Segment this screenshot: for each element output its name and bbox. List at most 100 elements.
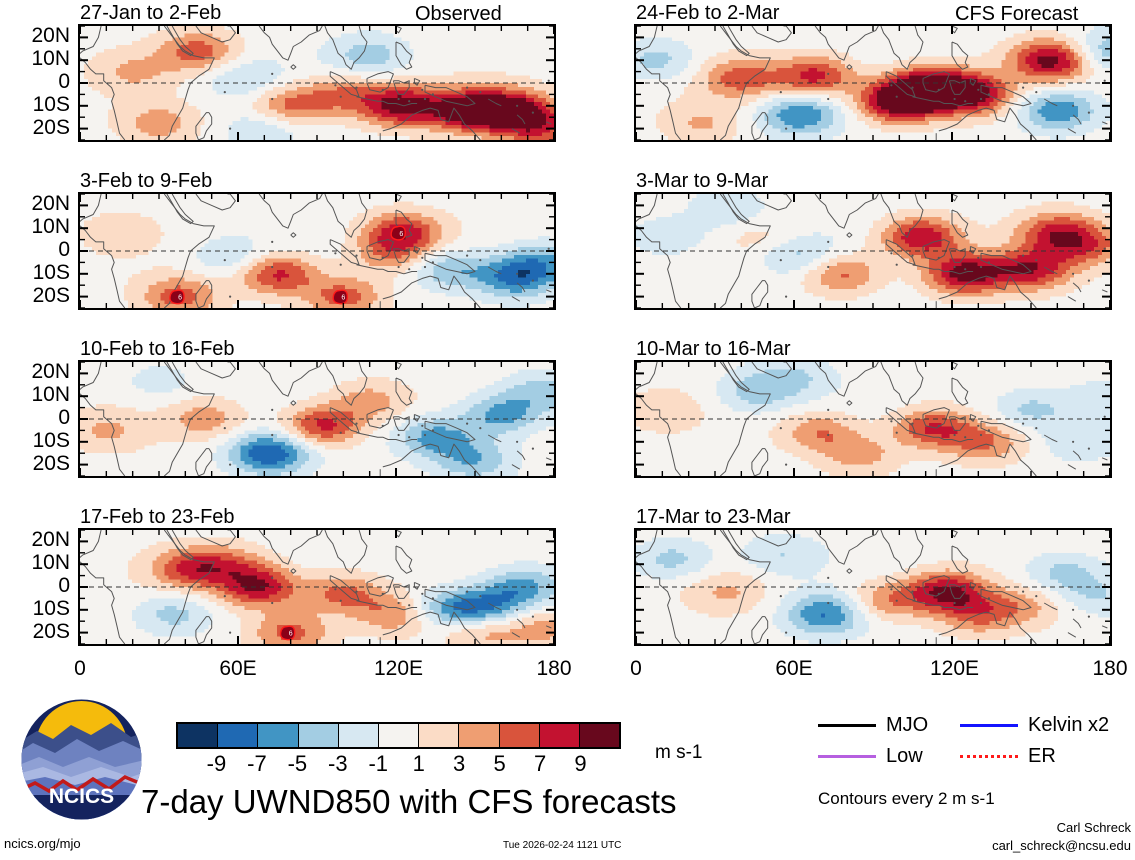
legend-entry-kelvin-x2: Kelvin x2 <box>960 714 1109 737</box>
column-label-observed: Observed <box>415 4 502 24</box>
er-wave-contours: 6 <box>279 625 296 641</box>
anomaly-shading <box>636 26 1110 140</box>
axis-ticks <box>636 530 1110 644</box>
coastlines <box>80 530 552 644</box>
y-ticklabel-10n: 10N <box>0 552 70 573</box>
colorbar-swatch-2 <box>258 724 299 747</box>
y-ticklabel-20s: 20S <box>0 117 70 138</box>
map-panel-obs-w3[interactable] <box>78 360 556 478</box>
main-title: 7-day UWND850 with CFS forecasts <box>141 783 677 821</box>
y-ticklabel-20n: 20N <box>0 193 70 214</box>
x-ticklabel-120e: 120E <box>374 658 423 679</box>
colorbar-swatch-5 <box>378 724 420 747</box>
y-ticklabel-10s: 10S <box>0 262 70 283</box>
author-email[interactable]: carl_schreck@ncsu.edu <box>992 837 1131 855</box>
x-ticklabel-180: 180 <box>532 658 576 679</box>
axis-ticks <box>80 530 554 644</box>
column-label-forecast: CFS Forecast <box>955 4 1078 24</box>
axis-ticks <box>636 194 1110 308</box>
author-name: Carl Schreck <box>992 819 1131 837</box>
anomaly-shading <box>636 194 1110 308</box>
footer-url[interactable]: ncics.org/mjo <box>4 836 81 851</box>
colorbar-ticklabel-2: -5 <box>275 753 319 775</box>
y-ticklabel-0: 0 <box>0 71 70 92</box>
map-panel-fcs-w1[interactable] <box>634 24 1112 142</box>
y-ticklabel-10n: 10N <box>0 48 70 69</box>
coastlines <box>80 194 552 308</box>
legend-label: Kelvin x2 <box>1028 714 1109 737</box>
legend-line-swatch <box>818 724 876 727</box>
footer-timestamp: Tue 2026-02-24 1121 UTC <box>503 840 621 851</box>
x-ticklabel-60e: 60E <box>216 658 260 679</box>
legend-label: MJO <box>886 714 928 737</box>
map-panel-fcs-w3[interactable] <box>634 360 1112 478</box>
colorbar-ticklabel-4: -1 <box>356 753 400 775</box>
colorbar-ticklabel-8: 7 <box>518 753 562 775</box>
panel-title-obs-w2: 3-Feb to 9-Feb <box>80 171 212 191</box>
colorbar-ticklabel-9: 9 <box>559 753 603 775</box>
colorbar-swatch-4 <box>338 724 379 747</box>
y-ticklabel-20s: 20S <box>0 453 70 474</box>
axis-ticks <box>80 194 554 308</box>
y-ticklabel-10n: 10N <box>0 384 70 405</box>
colorbar-swatch-10 <box>579 724 620 747</box>
anomaly-shading <box>80 362 554 476</box>
colorbar-swatch-9 <box>539 724 580 747</box>
coastlines <box>636 362 1108 476</box>
map-panel-obs-w4[interactable]: 6 <box>78 528 556 646</box>
y-ticklabel-20n: 20N <box>0 529 70 550</box>
x-ticklabel-0: 0 <box>614 658 658 679</box>
x-ticklabel-120e: 120E <box>930 658 979 679</box>
anomaly-shading <box>80 194 554 308</box>
y-ticklabel-20s: 20S <box>0 285 70 306</box>
legend-entry-mjo: MJO <box>818 714 928 737</box>
x-ticklabel-180: 180 <box>1088 658 1132 679</box>
x-ticklabel-0: 0 <box>58 658 102 679</box>
coastlines <box>636 194 1108 308</box>
y-ticklabel-20n: 20N <box>0 25 70 46</box>
anomaly-shading <box>80 530 554 644</box>
panel-title-obs-w4: 17-Feb to 23-Feb <box>80 507 235 527</box>
map-panel-fcs-w2[interactable] <box>634 192 1112 310</box>
axis-ticks <box>636 362 1110 476</box>
contour-interval-note: Contours every 2 m s-1 <box>818 789 995 809</box>
y-ticklabel-10s: 10S <box>0 598 70 619</box>
y-ticklabel-0: 0 <box>0 407 70 428</box>
panel-title-fcs-w2: 3-Mar to 9-Mar <box>636 171 768 191</box>
panel-title-fcs-w1: 24-Feb to 2-Mar <box>636 3 779 23</box>
colorbar-swatch-1 <box>218 724 259 747</box>
map-panel-obs-w1[interactable] <box>78 24 556 142</box>
legend-entry-low: Low <box>818 745 923 768</box>
coastlines <box>636 530 1108 644</box>
y-ticklabel-20n: 20N <box>0 361 70 382</box>
colorbar-ticklabel-7: 5 <box>478 753 522 775</box>
coastlines <box>80 362 552 476</box>
er-wave-contours: 6 66 <box>169 225 406 305</box>
colorbar-swatch-7 <box>459 724 500 747</box>
panel-title-obs-w1: 27-Jan to 2-Feb <box>80 3 221 23</box>
map-panel-fcs-w4[interactable] <box>634 528 1112 646</box>
colorbar-units-label: m s-1 <box>655 742 703 764</box>
axis-ticks <box>636 26 1110 140</box>
panel-title-obs-w3: 10-Feb to 16-Feb <box>80 339 235 359</box>
colorbar-ticklabel-6: 3 <box>437 753 481 775</box>
y-ticklabel-10n: 10N <box>0 216 70 237</box>
colorbar-swatch-0 <box>178 724 219 747</box>
ncics-logo: NCICS <box>19 697 144 822</box>
legend-line-swatch <box>960 724 1018 727</box>
legend-line-swatch <box>818 755 876 758</box>
y-ticklabel-10s: 10S <box>0 94 70 115</box>
legend-line-swatch <box>960 755 1018 758</box>
colorbar-ticklabel-5: 1 <box>397 753 441 775</box>
footer-author: Carl Schreck carl_schreck@ncsu.edu <box>992 819 1131 854</box>
axis-ticks <box>80 26 554 140</box>
y-ticklabel-0: 0 <box>0 239 70 260</box>
colorbar-swatch-3 <box>298 724 339 747</box>
panel-title-fcs-w3: 10-Mar to 16-Mar <box>636 339 791 359</box>
colorbar-swatch-8 <box>499 724 540 747</box>
legend-entry-er: ER <box>960 745 1056 768</box>
colorbar <box>176 722 621 749</box>
colorbar-ticklabel-1: -7 <box>235 753 279 775</box>
